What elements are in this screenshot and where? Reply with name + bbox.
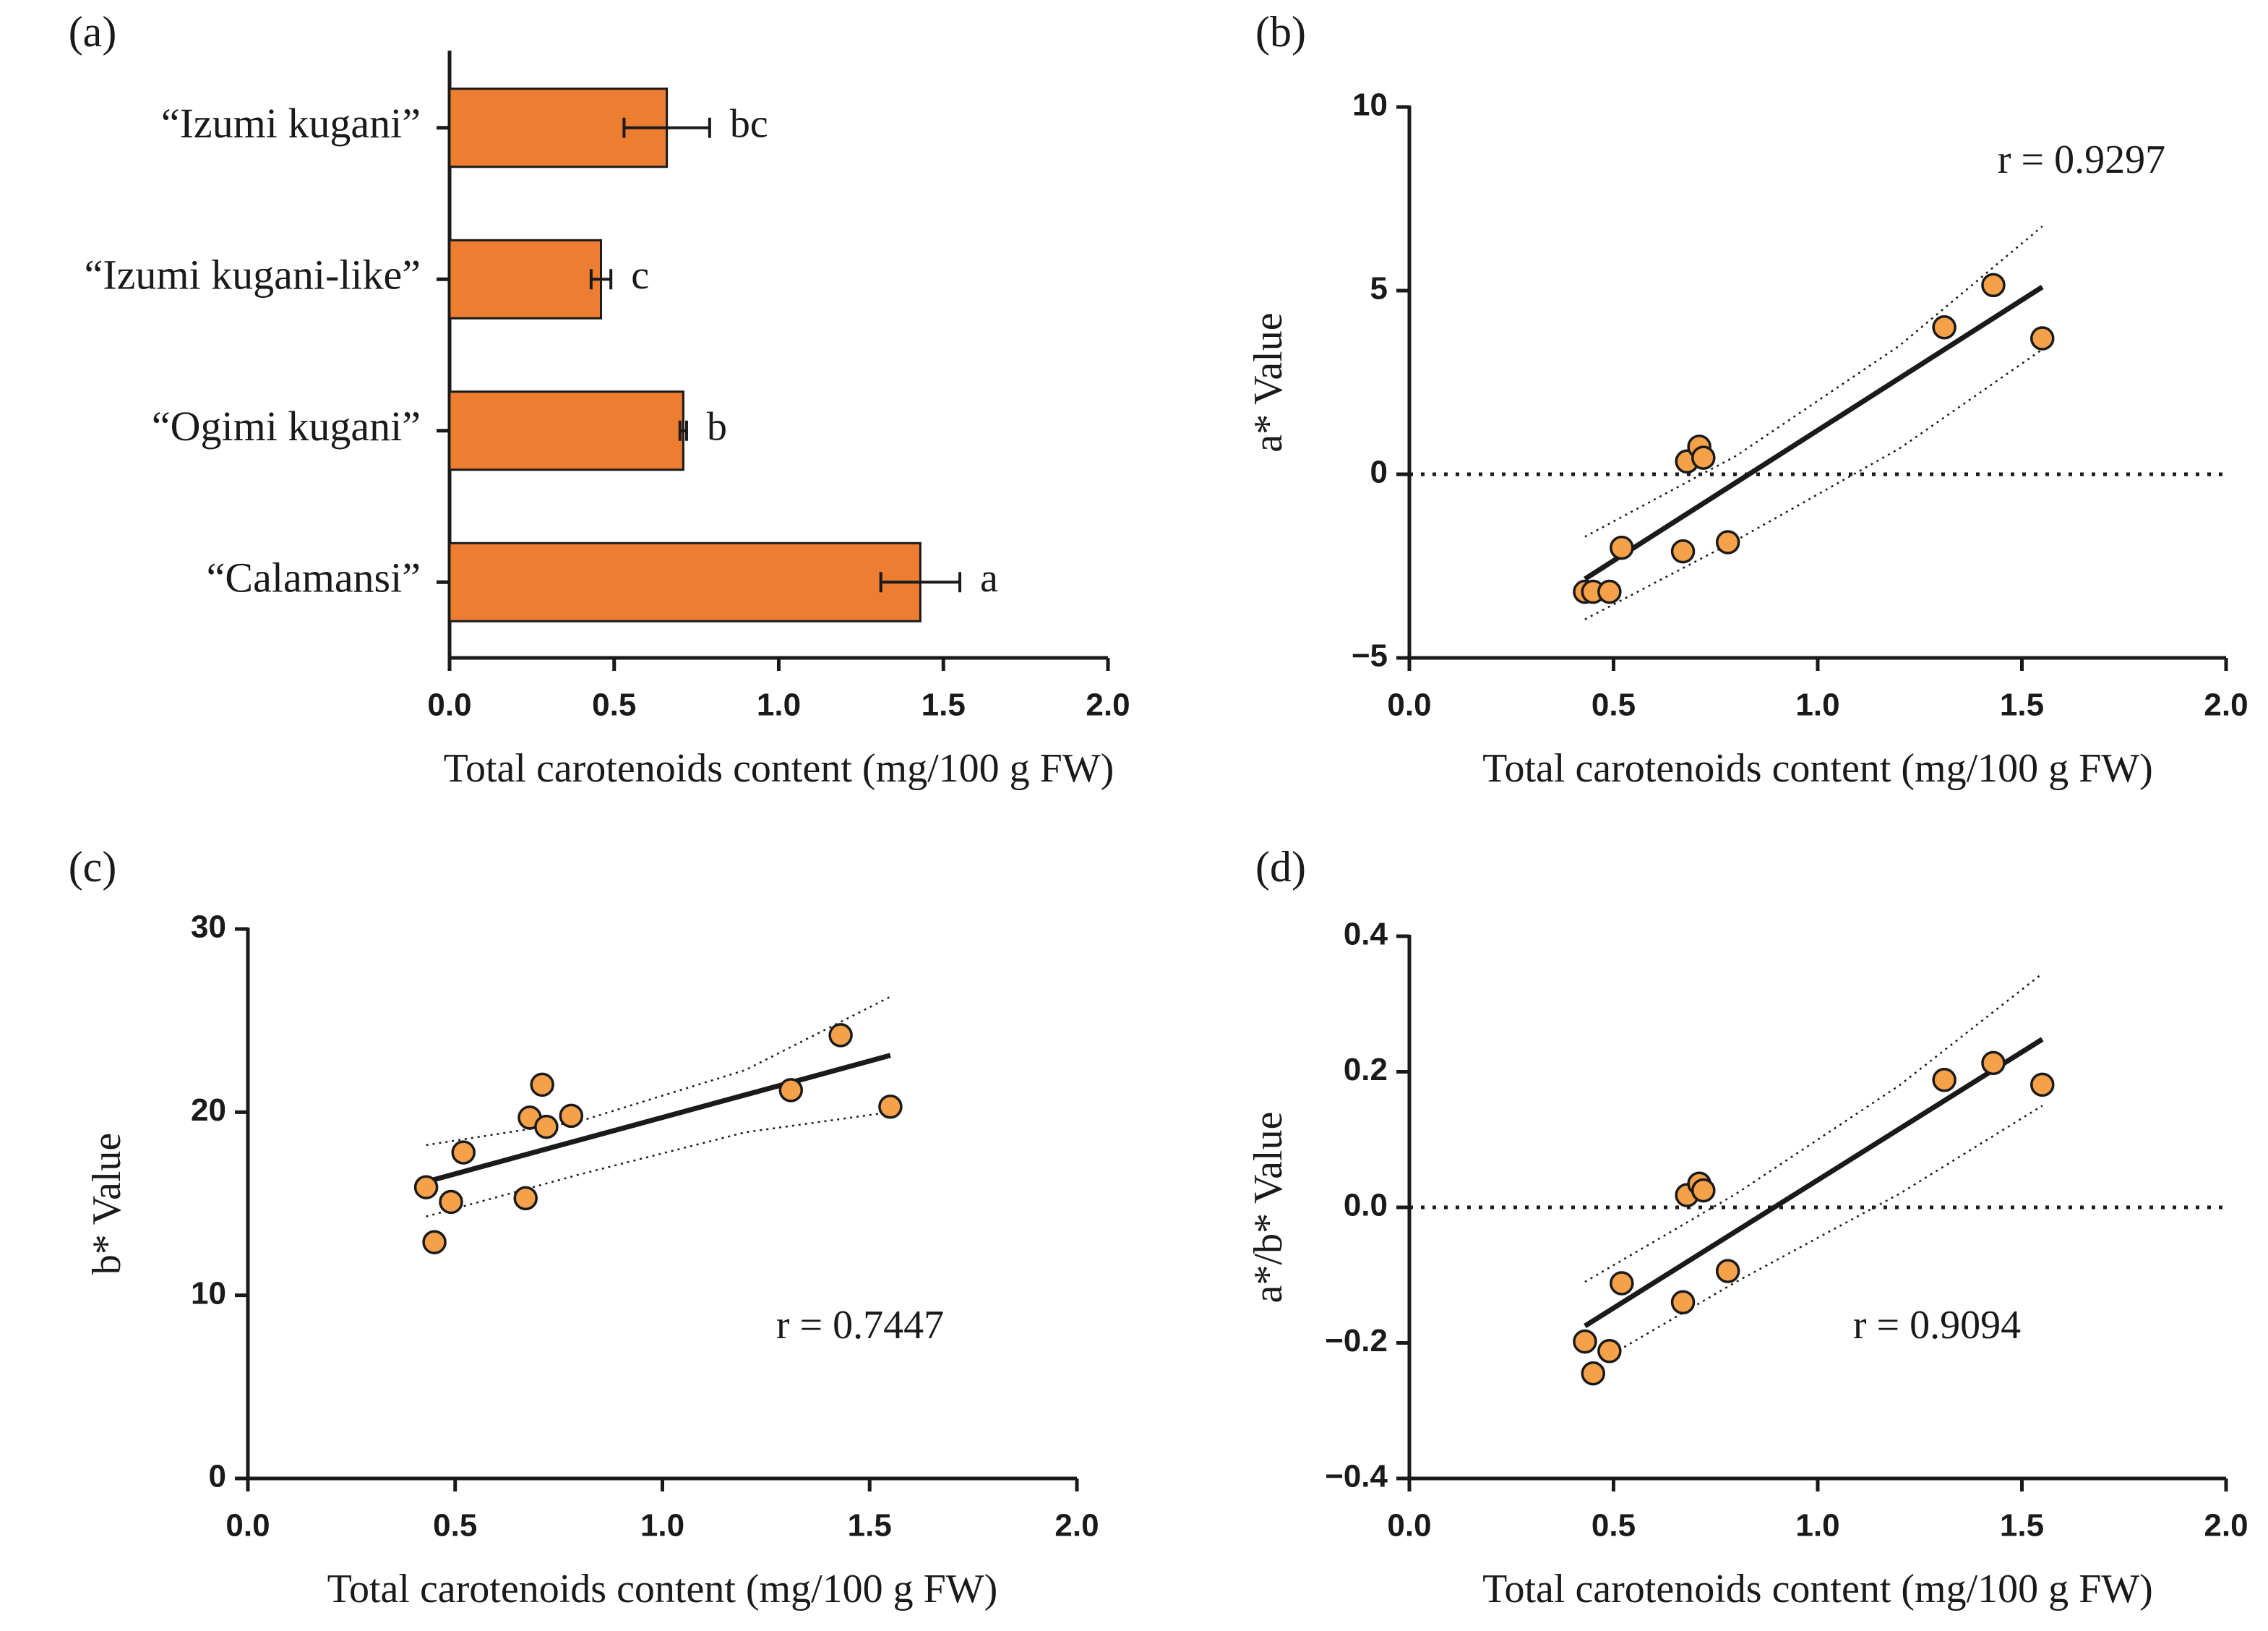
bar-3 [448,541,922,622]
x-tick-label-c: 1.5 [848,1508,892,1544]
regression-line-d [1584,1037,2044,1329]
data-point-d-1 [1581,1361,1605,1386]
x-tick-label-d: 1.5 [2000,1508,2044,1544]
bar-2 [448,390,684,471]
x-tick-label-c: 0.5 [433,1508,477,1544]
x-axis-label-c: Total carotenoids content (mg/100 g FW) [327,1567,998,1611]
data-point-b-7 [1691,445,1716,470]
correlation-annotation-d: r = 0.9094 [1853,1303,2021,1348]
category-label-3: “Calamansi” [207,555,421,602]
data-point-c-1 [422,1230,447,1254]
y-tick-label-c: 20 [191,1092,226,1128]
ci-upper-b [1584,226,2043,538]
y-tick-label-c: 0 [209,1459,226,1494]
data-point-d-11 [2030,1072,2055,1097]
x-tick-label-c: 1.0 [640,1508,684,1544]
ci-upper-d [1584,972,2043,1283]
panel-label-b: (b) [1255,8,1306,56]
x-tick-label-b: 1.0 [1795,688,1839,723]
ci-upper-c [426,996,891,1147]
data-point-c-6 [530,1072,554,1097]
data-point-d-4 [1670,1290,1696,1314]
x-tick-label-d: 2.0 [2204,1508,2248,1544]
category-label-0: “Izumi kugani” [161,100,421,147]
panel-label-d: (d) [1255,843,1306,891]
data-point-d-7 [1691,1178,1716,1203]
regression-line-b [1584,284,2044,581]
significance-letter-2: b [707,405,727,450]
y-tick-label-c: 30 [191,909,226,945]
x-tick-label-c: 0.0 [225,1508,270,1544]
ci-lower-c [426,1111,891,1217]
data-point-c-10 [828,1023,853,1048]
y-axis-label-d: a*/b* Value [1246,1112,1291,1303]
category-label-2: “Ogimi kugani” [152,403,421,450]
x-tick-label-a: 0.0 [427,688,471,723]
y-axis-label-c: b* Value [85,1133,129,1275]
x-tick-label-d: 0.0 [1387,1508,1431,1544]
data-point-b-3 [1610,535,1634,560]
significance-letter-1: c [631,253,649,298]
data-point-c-9 [778,1078,804,1103]
data-point-d-9 [1932,1068,1956,1092]
data-point-d-3 [1610,1271,1634,1296]
data-point-c-4 [513,1186,538,1211]
y-tick-label-b: −5 [1352,638,1388,674]
data-point-c-11 [878,1094,903,1119]
x-tick-label-d: 0.5 [1592,1508,1636,1544]
data-point-d-10 [1981,1050,2006,1076]
x-tick-label-b: 1.5 [2000,688,2044,723]
regression-line-c [425,1053,891,1184]
data-point-b-4 [1670,539,1696,564]
ci-lower-b [1584,348,2043,620]
y-tick-label-d: −0.2 [1325,1323,1388,1358]
y-tick-label-b: 0 [1370,455,1388,490]
correlation-annotation-b: r = 0.9297 [1998,137,2165,182]
x-axis-label-a: Total carotenoids content (mg/100 g FW) [444,746,1114,791]
category-label-1: “Izumi kugani-like” [85,252,421,299]
y-tick-label-d: 0.2 [1344,1052,1388,1087]
data-point-d-8 [1715,1259,1740,1283]
data-point-b-2 [1597,579,1622,604]
x-tick-label-d: 1.0 [1795,1508,1839,1544]
y-tick-label-d: 0.4 [1344,917,1388,952]
x-tick-label-b: 0.0 [1387,688,1431,723]
x-tick-label-a: 1.5 [922,688,966,723]
bar-1 [448,239,603,320]
x-tick-label-c: 2.0 [1054,1508,1099,1544]
x-axis-label-d: Total carotenoids content (mg/100 g FW) [1482,1567,2153,1611]
x-tick-label-a: 1.0 [757,688,801,723]
panel-label-a: (a) [69,8,117,56]
data-point-d-0 [1573,1329,1597,1354]
y-tick-label-d: 0.0 [1344,1188,1388,1223]
y-tick-label-d: −0.4 [1325,1459,1388,1494]
significance-letter-0: bc [730,102,768,147]
data-point-c-2 [439,1189,463,1215]
x-tick-label-b: 0.5 [1592,688,1636,723]
ci-lower-d [1584,1105,2043,1371]
data-point-c-0 [413,1175,439,1199]
data-point-b-8 [1715,530,1740,555]
data-point-d-2 [1597,1339,1622,1364]
correlation-annotation-c: r = 0.7447 [776,1303,944,1348]
y-tick-label-b: 10 [1352,87,1388,123]
y-axis-label-b: a* Value [1246,312,1291,452]
data-point-c-8 [559,1103,584,1129]
data-point-b-9 [1932,315,1956,340]
data-point-c-7 [534,1114,559,1139]
x-tick-label-a: 0.5 [592,688,636,723]
y-tick-label-c: 10 [191,1275,226,1311]
data-point-b-11 [2030,326,2055,351]
data-point-b-10 [1981,273,2006,298]
significance-letter-3: a [980,556,998,601]
x-tick-label-b: 2.0 [2204,688,2248,723]
x-tick-label-a: 2.0 [1086,688,1130,723]
y-tick-label-b: 5 [1370,271,1388,307]
data-point-c-3 [451,1140,476,1165]
panel-label-c: (c) [69,843,117,891]
x-axis-label-b: Total carotenoids content (mg/100 g FW) [1482,746,2153,791]
